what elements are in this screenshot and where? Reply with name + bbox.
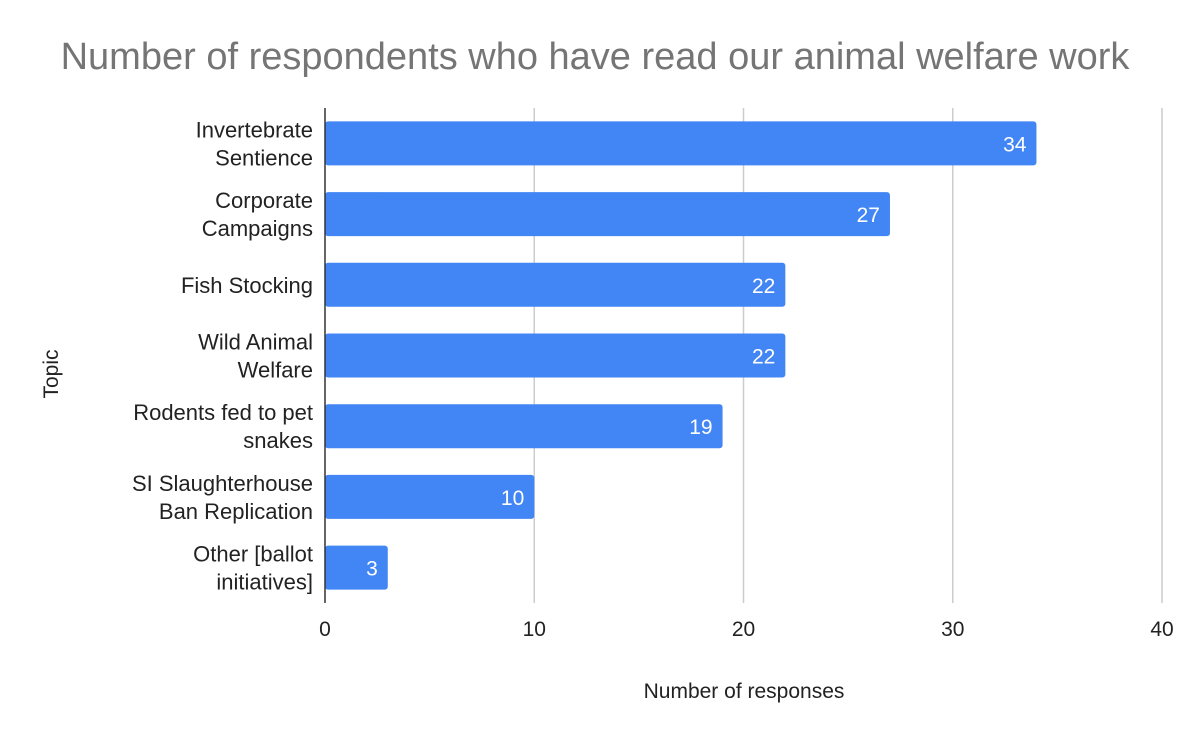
category-label: Invertebrate xyxy=(196,117,313,142)
category-label: Welfare xyxy=(238,358,313,383)
category-label: Other [ballot xyxy=(193,542,313,567)
data-label: 27 xyxy=(857,204,880,227)
category-label: Campaigns xyxy=(202,216,313,241)
category-label: Sentience xyxy=(215,145,313,170)
bar xyxy=(325,121,1037,166)
category-label: Ban Replication xyxy=(159,499,313,524)
data-label: 22 xyxy=(752,346,775,369)
bars: 34 27 22 22 19 10 3 xyxy=(325,121,1037,590)
x-axis-title: Number of responses xyxy=(644,680,845,703)
bar xyxy=(325,545,388,590)
data-label: 34 xyxy=(1003,133,1027,156)
data-label: 3 xyxy=(366,558,378,581)
bar xyxy=(325,333,786,378)
category-label: snakes xyxy=(243,428,313,453)
x-tick-labels: 0 10 20 30 40 xyxy=(319,618,1174,641)
bar xyxy=(325,404,723,449)
data-label: 19 xyxy=(689,416,712,439)
x-tick-label: 0 xyxy=(319,618,331,641)
x-tick-label: 20 xyxy=(732,618,755,641)
category-label: Wild Animal xyxy=(198,330,313,355)
category-label: Fish Stocking xyxy=(181,273,313,298)
category-labels: Invertebrate Sentience Corporate Campaigns F… xyxy=(132,117,313,594)
category-label: Corporate xyxy=(215,188,313,213)
x-tick-label: 40 xyxy=(1150,618,1173,641)
category-label: SI Slaughterhouse xyxy=(132,471,313,496)
bar xyxy=(325,192,890,237)
x-tick-label: 10 xyxy=(523,618,546,641)
bar xyxy=(325,474,535,519)
data-label: 22 xyxy=(752,275,775,298)
bar xyxy=(325,262,786,307)
y-axis-title: Topic xyxy=(40,349,63,398)
category-label: initiatives] xyxy=(216,570,313,595)
chart-title: Number of respondents who have read our … xyxy=(60,36,1130,78)
x-tick-label: 30 xyxy=(941,618,964,641)
data-label: 10 xyxy=(501,487,524,510)
category-label: Rodents fed to pet xyxy=(133,400,313,425)
